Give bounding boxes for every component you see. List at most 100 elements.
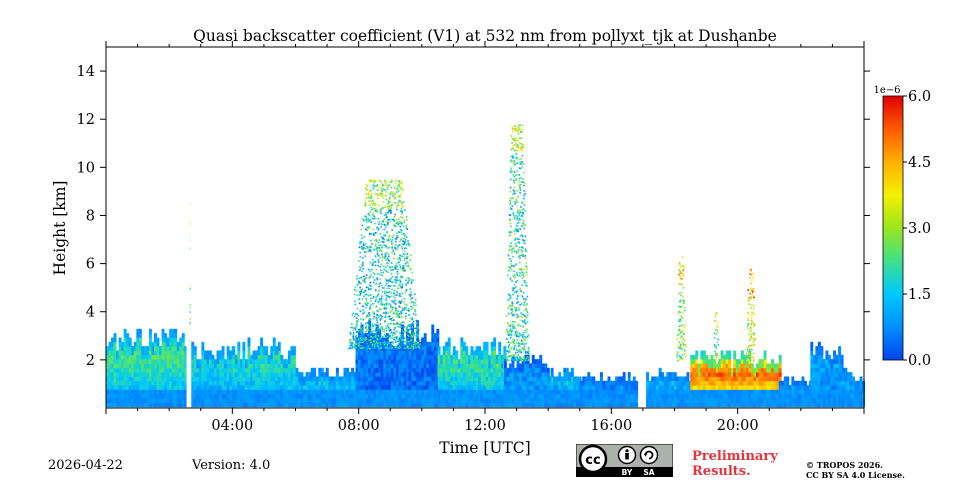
plume-speck <box>412 312 415 315</box>
heat-cell <box>333 380 337 386</box>
heat-cell <box>599 398 603 403</box>
heat-cell <box>539 363 543 369</box>
heat-cell <box>761 367 764 373</box>
heat-cell <box>154 402 157 408</box>
heat-cell <box>766 398 770 403</box>
plume-speck <box>401 243 404 245</box>
heat-cell <box>247 372 251 377</box>
plume-speck <box>349 340 351 343</box>
heat-cell <box>413 359 417 364</box>
heat-cell <box>544 372 548 377</box>
heat-cell <box>118 341 122 347</box>
heat-cell <box>260 398 264 403</box>
plume-speck <box>391 347 393 349</box>
plume-speck <box>383 334 386 336</box>
plume-speck <box>385 282 388 285</box>
plume-speck <box>381 290 384 293</box>
heat-cell <box>445 389 449 395</box>
plume-speck <box>359 256 362 258</box>
heat-cell <box>781 393 785 399</box>
heat-cell <box>214 363 217 369</box>
plume-speck <box>411 301 413 303</box>
heat-cell <box>480 385 484 390</box>
heat-cell <box>272 393 276 399</box>
plume-speck <box>405 304 408 306</box>
heat-cell <box>315 389 319 395</box>
heat-cell <box>612 398 616 403</box>
heat-cell <box>835 393 839 399</box>
heat-cell <box>735 376 739 382</box>
plume-speck <box>375 238 378 241</box>
heat-cell <box>663 385 667 390</box>
heat-cell <box>509 398 512 403</box>
heat-cell <box>325 398 329 403</box>
heat-cell <box>700 393 704 399</box>
heat-cell <box>431 367 435 373</box>
plume-speck <box>363 295 365 298</box>
heat-cell <box>738 385 742 390</box>
heat-cell <box>490 380 494 386</box>
heat-cell <box>418 372 422 377</box>
heat-cell <box>237 398 241 403</box>
heat-cell <box>247 337 251 343</box>
plume-speck <box>381 184 384 187</box>
plume-speck <box>405 247 408 250</box>
heat-cell <box>421 393 425 399</box>
heat-cell <box>810 398 814 403</box>
heat-cell <box>478 380 481 386</box>
plume-speck <box>363 291 366 294</box>
plume-speck <box>387 316 389 319</box>
heat-cell <box>778 359 782 364</box>
heat-cell <box>346 385 349 390</box>
heat-cell <box>282 359 286 364</box>
heat-cell <box>232 380 236 386</box>
plume-speck <box>405 241 407 243</box>
heat-cell <box>766 363 770 369</box>
plume-speck <box>388 205 391 208</box>
heat-cell <box>470 385 474 390</box>
heat-cell <box>690 367 694 373</box>
plume-speck <box>397 310 400 313</box>
plume-speck <box>371 258 374 261</box>
plume-speck <box>399 254 401 257</box>
heat-cell <box>480 363 484 369</box>
plume-speck <box>376 251 379 254</box>
plume-speck <box>368 179 370 182</box>
heat-cell <box>365 363 369 369</box>
heat-cell <box>138 393 142 399</box>
heat-cell <box>632 376 636 382</box>
heat-cell <box>151 367 155 373</box>
heat-cell <box>148 398 152 403</box>
heat-cell <box>141 359 145 364</box>
plume-speck <box>359 341 362 344</box>
heat-cell <box>426 389 430 395</box>
heat-cell <box>328 389 332 395</box>
profile-segment <box>232 337 296 408</box>
heat-cell <box>244 402 248 408</box>
heat-cell <box>174 389 178 395</box>
chart-title: Quasi backscatter coefficient (V1) at 53… <box>193 27 777 45</box>
heat-cell <box>413 367 417 373</box>
heat-cell <box>118 389 122 395</box>
heat-cell <box>718 385 722 390</box>
heat-cell <box>363 393 367 399</box>
heat-cell <box>796 389 800 395</box>
plume-speck <box>390 281 393 283</box>
heat-cell <box>575 393 579 399</box>
heat-cell <box>550 398 554 403</box>
heat-cell <box>700 385 704 390</box>
plume-speck <box>398 344 401 347</box>
heat-cell <box>378 350 382 356</box>
heat-cell <box>368 320 372 325</box>
heat-cell <box>467 359 471 364</box>
heat-cell <box>141 389 145 395</box>
heat-cell <box>550 367 554 373</box>
heat-cell <box>141 363 145 369</box>
heat-cell <box>398 337 402 343</box>
plume-speck <box>370 202 373 205</box>
heat-cell <box>478 372 481 377</box>
heat-cell <box>431 341 435 347</box>
heat-cell <box>395 367 399 373</box>
plume-speck <box>368 250 371 252</box>
heat-cell <box>154 350 157 356</box>
